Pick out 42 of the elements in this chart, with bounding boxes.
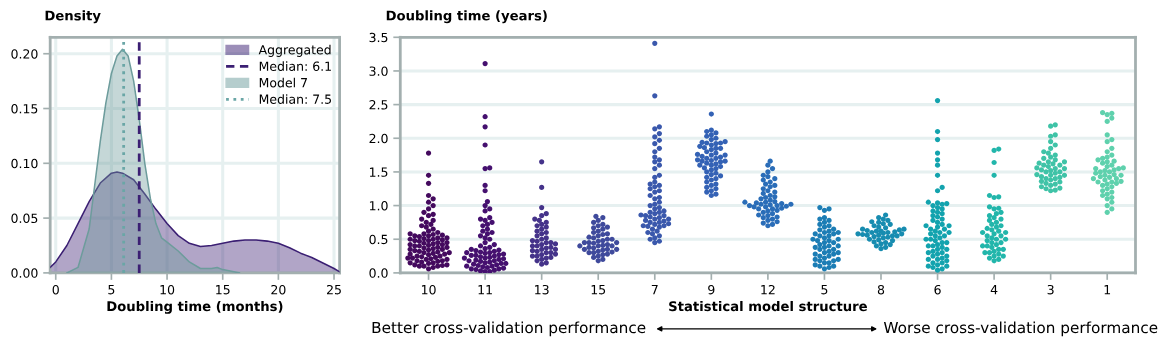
- y-tick-label: 0.5: [369, 234, 388, 245]
- x-tick-label: 7: [651, 285, 658, 295]
- y-tick-label: 0.15: [11, 103, 38, 114]
- y-axis-title: Density: [45, 10, 101, 24]
- x-tick-label: 15: [591, 285, 606, 295]
- y-tick-label: 2.0: [369, 133, 388, 144]
- y-tick-label: 0.0: [369, 268, 388, 278]
- x-tick-label: 11: [478, 285, 492, 295]
- y-axis-title: Doubling time (years): [386, 10, 547, 24]
- x-tick-label: 0: [52, 284, 59, 295]
- x-tick-label: 6: [934, 284, 941, 295]
- y-tick-label: 0.10: [11, 158, 38, 169]
- y-tick-label: 3.5: [369, 32, 388, 43]
- text: Worse cross-validation performance: [883, 321, 1158, 337]
- annotation: Median: 7.5: [259, 94, 332, 104]
- legend-label: Model 7: [259, 77, 307, 88]
- x-tick-label: 5: [821, 285, 828, 295]
- x-tick-label: 25: [326, 284, 341, 295]
- y-tick-label: 0.20: [11, 49, 38, 59]
- annotation: Median: 6.1: [259, 61, 331, 71]
- legend-label: Aggregated: [258, 44, 331, 57]
- y-tick-label: 0.05: [11, 213, 38, 224]
- x-tick-label: 1: [1104, 285, 1111, 295]
- text: Better cross-validation performance: [372, 321, 646, 337]
- y-tick-label: 3.0: [369, 66, 388, 76]
- x-tick-label: 8: [877, 284, 885, 295]
- x-tick-label: 9: [708, 284, 715, 295]
- x-tick-label: 20: [271, 284, 286, 295]
- y-tick-label: 1.5: [369, 167, 388, 177]
- x-tick-label: 5: [108, 285, 115, 295]
- y-tick-label: 0.00: [11, 268, 38, 278]
- y-tick-label: 1.0: [369, 201, 388, 211]
- x-tick-label: 15: [216, 285, 230, 295]
- x-tick-label: 13: [535, 284, 549, 295]
- y-tick-label: 2.5: [369, 100, 388, 110]
- x-axis-title: Doubling time (months): [107, 300, 283, 314]
- x-tick-label: 10: [160, 284, 175, 295]
- x-tick-label: 4: [990, 285, 998, 295]
- x-tick-label: 10: [421, 284, 436, 295]
- x-axis-title: Statistical model structure: [669, 300, 867, 312]
- x-tick-label: 12: [761, 284, 775, 295]
- x-tick-label: 3: [1047, 284, 1054, 295]
